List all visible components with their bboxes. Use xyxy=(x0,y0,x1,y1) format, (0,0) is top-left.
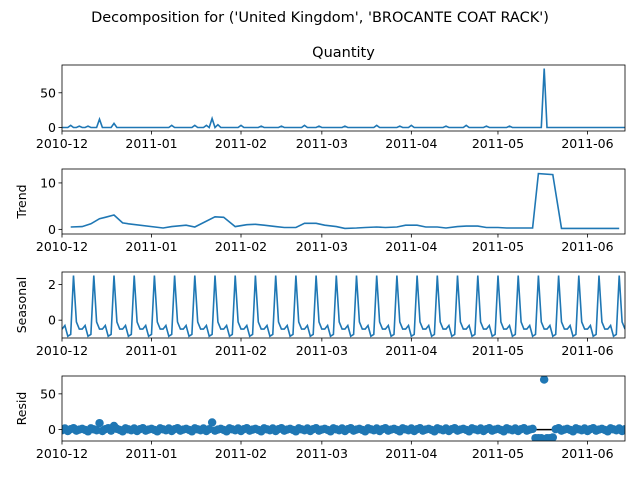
x-tick-label: 2010-12 xyxy=(36,136,88,151)
x-tick-label: 2010-12 xyxy=(36,239,88,254)
resid-point xyxy=(620,425,625,434)
x-tick-label: 2011-04 xyxy=(385,446,437,461)
y-tick-label: 50 xyxy=(40,85,56,100)
x-tick-label: 2011-03 xyxy=(296,446,348,461)
resid-axes-frame xyxy=(61,375,626,442)
x-tick-label: 2011-02 xyxy=(215,136,267,151)
seasonal-axes-frame xyxy=(61,271,626,339)
x-tick-label: 2011-04 xyxy=(385,136,437,151)
x-tick-label: 2010-12 xyxy=(36,343,88,358)
panel-trend: 0 10 2010-12 2011-01 2011-02 2011-03 2011-04 20… xyxy=(14,168,626,254)
resid-point xyxy=(207,418,217,427)
x-tick-label: 2011-03 xyxy=(296,239,348,254)
x-tick-label: 2011-02 xyxy=(215,343,267,358)
x-tick-label: 2011-04 xyxy=(385,239,437,254)
y-tick-label: 10 xyxy=(40,175,56,190)
x-tick-label: 2011-03 xyxy=(296,136,348,151)
seasonal-ylabel: Seasonal xyxy=(14,277,29,334)
y-tick-label: 0 xyxy=(48,313,56,328)
x-tick-label: 2011-01 xyxy=(125,136,177,151)
trend-axes-frame xyxy=(61,168,626,235)
panel-seasonal: 0 2 2010-12 2011-01 2011-02 2011-03 2011-04 201… xyxy=(14,271,626,358)
y-tick-label: 0 xyxy=(48,120,56,135)
resid-points xyxy=(62,376,625,441)
trend-ylabel: Trend xyxy=(14,184,29,219)
observed-series-line xyxy=(62,68,625,129)
x-tick-label: 2011-05 xyxy=(472,239,524,254)
x-tick-label: 2011-06 xyxy=(561,343,613,358)
x-tick-label: 2011-06 xyxy=(561,239,613,254)
y-tick-label: 50 xyxy=(40,386,56,401)
resid-point xyxy=(539,376,549,384)
observed-title: Quantity xyxy=(312,45,375,61)
seasonal-series-line xyxy=(62,275,625,338)
y-tick-label: 0 xyxy=(48,222,56,237)
y-tick-label: 0 xyxy=(48,422,56,437)
y-tick-label: 2 xyxy=(48,277,56,292)
x-tick-label: 2011-02 xyxy=(215,446,267,461)
panel-resid: 0 50 2010-12 2011-01 2011-02 2011-03 2011-04 20… xyxy=(14,375,626,461)
observed-axes-frame xyxy=(61,64,626,132)
panel-observed: 0 50 2010-12 2011-01 2011-02 2011-03 2011-04 20… xyxy=(36,45,626,151)
x-tick-label: 2011-06 xyxy=(561,446,613,461)
figure-suptitle: Decomposition for ('United Kingdom', 'BR… xyxy=(91,10,549,26)
x-tick-label: 2011-05 xyxy=(472,136,524,151)
trend-series-line xyxy=(70,172,620,230)
x-tick-label: 2011-01 xyxy=(125,343,177,358)
resid-point xyxy=(95,418,104,428)
x-tick-label: 2011-03 xyxy=(296,343,348,358)
resid-ylabel: Resid xyxy=(14,392,29,426)
x-tick-label: 2011-01 xyxy=(125,239,177,254)
resid-point xyxy=(528,424,537,434)
x-tick-label: 2011-06 xyxy=(561,136,613,151)
x-tick-label: 2011-02 xyxy=(215,239,267,254)
x-tick-label: 2011-05 xyxy=(472,343,524,358)
x-tick-label: 2010-12 xyxy=(36,446,88,461)
x-tick-label: 2011-04 xyxy=(385,343,437,358)
x-tick-label: 2011-01 xyxy=(125,446,177,461)
resid-point xyxy=(548,433,558,441)
x-tick-label: 2011-05 xyxy=(472,446,524,461)
